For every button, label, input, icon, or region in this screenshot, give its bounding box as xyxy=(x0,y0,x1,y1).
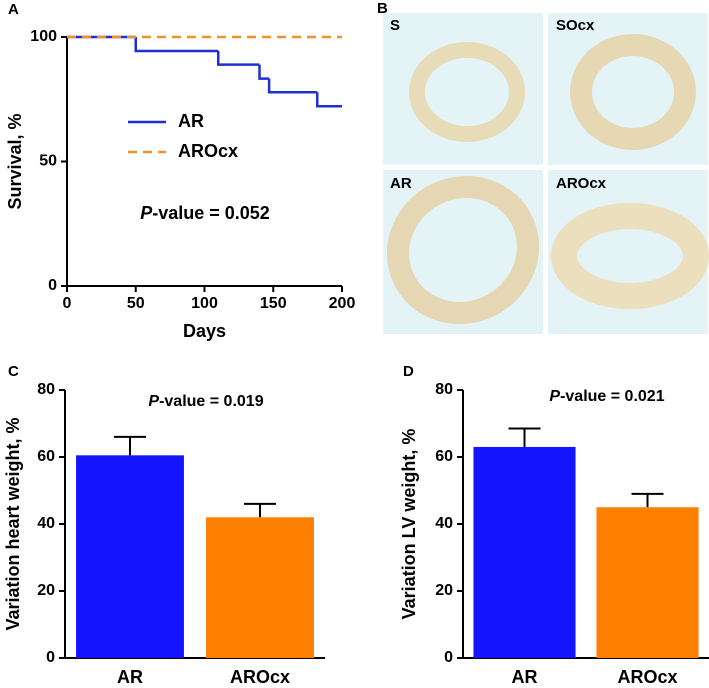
y-axis-title: Variation LV weight, % xyxy=(399,429,419,620)
annotation: P-value = 0.052 xyxy=(140,203,270,223)
survival-step xyxy=(267,78,318,94)
tissue xyxy=(386,175,540,325)
annotation-text: -value = 0.019 xyxy=(159,393,264,410)
survival-step xyxy=(217,50,260,66)
survival-step xyxy=(258,64,270,80)
tissue xyxy=(409,42,525,142)
bar xyxy=(473,446,576,658)
x-tick-label: AR xyxy=(117,667,143,687)
y-tick-label: 20 xyxy=(435,582,453,599)
x-tick-label: 0 xyxy=(63,295,72,312)
y-tick-label: 80 xyxy=(37,381,55,398)
y-tick-label: 0 xyxy=(46,649,55,666)
legend-label: AR xyxy=(178,111,204,131)
x-axis-title: Days xyxy=(183,321,226,341)
y-tick-label: 50 xyxy=(39,153,57,170)
x-tick-label: AR xyxy=(512,667,538,687)
annotation-italic: P xyxy=(148,393,159,410)
y-tick-label: 20 xyxy=(37,582,55,599)
tissue xyxy=(570,34,696,150)
survival-step xyxy=(134,37,219,53)
annotation-italic: P xyxy=(140,203,153,223)
panel-label: A xyxy=(8,1,19,18)
panel-label: C xyxy=(8,363,19,380)
y-tick-label: 60 xyxy=(37,448,55,465)
x-tick-label: 200 xyxy=(329,295,356,312)
tile-label: AROcx xyxy=(556,175,607,192)
x-tick-label: 50 xyxy=(127,295,145,312)
survival-step xyxy=(316,92,342,108)
y-tick-label: 100 xyxy=(30,28,57,45)
y-tick-label: 40 xyxy=(435,515,453,532)
legend-label: AROcx xyxy=(178,141,238,161)
x-tick-label: 100 xyxy=(191,295,218,312)
annotation: P-value = 0.021 xyxy=(549,388,664,405)
y-axis-title: Survival, % xyxy=(5,113,25,209)
x-tick-label: AROcx xyxy=(230,667,290,687)
bar xyxy=(76,455,184,658)
y-tick-label: 80 xyxy=(435,381,453,398)
x-tick-label: AROcx xyxy=(617,667,677,687)
tissue xyxy=(551,203,709,309)
panel-label: D xyxy=(403,363,414,380)
bar xyxy=(596,507,699,658)
y-tick-label: 0 xyxy=(444,649,453,666)
annotation-text: -value = 0.021 xyxy=(560,388,665,405)
x-tick-label: 150 xyxy=(260,295,287,312)
bar xyxy=(206,517,314,658)
histology-panel: B S SOcx AR AROcx xyxy=(377,0,709,334)
y-tick-label: 40 xyxy=(37,515,55,532)
panel-label: B xyxy=(377,0,388,17)
tile-label: S xyxy=(390,17,400,34)
y-tick-label: 60 xyxy=(435,448,453,465)
tile-label: SOcx xyxy=(556,17,595,34)
y-tick-label: 0 xyxy=(48,277,57,294)
annotation-italic: P xyxy=(549,388,560,405)
y-axis-title: Variation heart weight, % xyxy=(3,417,23,630)
annotation: P-value = 0.019 xyxy=(148,393,263,410)
tile-label: AR xyxy=(390,175,412,192)
annotation-text: -value = 0.052 xyxy=(152,203,270,223)
